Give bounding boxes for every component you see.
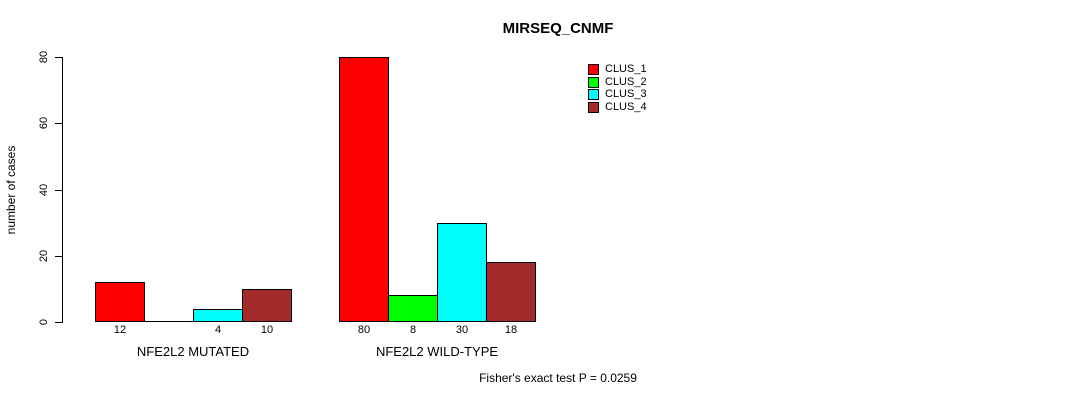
bar-g1-clus_3: [437, 223, 487, 322]
y-tick: [55, 123, 62, 124]
legend-swatch-icon: [588, 64, 599, 75]
x-group-label-mutated: NFE2L2 MUTATED: [136, 344, 250, 359]
y-tick: [55, 57, 62, 58]
legend-label: CLUS_2: [605, 75, 647, 88]
y-tick: [55, 322, 62, 323]
bar-value-label: 80: [357, 324, 371, 336]
bar-g0-clus_3: [193, 309, 243, 322]
legend-item-clus_3: CLUS_3: [588, 89, 647, 100]
legend-item-clus_4: CLUS_4: [588, 100, 647, 113]
legend-item-clus_1: CLUS_1: [588, 64, 647, 75]
legend: CLUS_1 CLUS_2 CLUS_3 CLUS_4: [588, 64, 647, 113]
legend-label: CLUS_4: [605, 100, 647, 113]
y-tick: [55, 190, 62, 191]
bar-g1-clus_2: [388, 295, 438, 322]
bar-g0-clus_2: [144, 321, 194, 322]
bar-value-label: 12: [113, 324, 127, 336]
bar-value-label: 8: [409, 324, 417, 336]
legend-swatch-icon: [588, 101, 599, 113]
y-tick: [55, 256, 62, 257]
bar-g0-clus_1: [95, 282, 145, 322]
fisher-test-annotation: Fisher's exact test P = 0.0259: [479, 371, 637, 385]
bar-value-label: 30: [455, 324, 469, 336]
y-tick-label: 80: [38, 50, 50, 64]
bar-g1-clus_4: [486, 262, 536, 322]
y-tick-label: 0: [38, 318, 50, 326]
chart-title: MIRSEQ_CNMF: [502, 20, 614, 37]
bar-value-label: 18: [504, 324, 518, 336]
bar-value-label: 4: [214, 324, 222, 336]
x-group-label-wild-type: NFE2L2 WILD-TYPE: [375, 344, 499, 359]
legend-label: CLUS_3: [605, 88, 647, 100]
legend-label: CLUS_1: [605, 63, 647, 75]
y-tick-label: 60: [38, 116, 50, 130]
y-axis-label: number of cases: [4, 145, 18, 235]
y-axis-line: [62, 57, 63, 323]
bar-g0-clus_4: [242, 289, 292, 322]
y-tick-label: 20: [38, 249, 50, 263]
legend-swatch-icon: [588, 76, 599, 88]
legend-swatch-icon: [588, 89, 599, 100]
y-tick-label: 40: [38, 183, 50, 197]
bar-g1-clus_1: [339, 57, 389, 322]
bar-value-label: 10: [260, 324, 274, 336]
legend-item-clus_2: CLUS_2: [588, 75, 647, 88]
